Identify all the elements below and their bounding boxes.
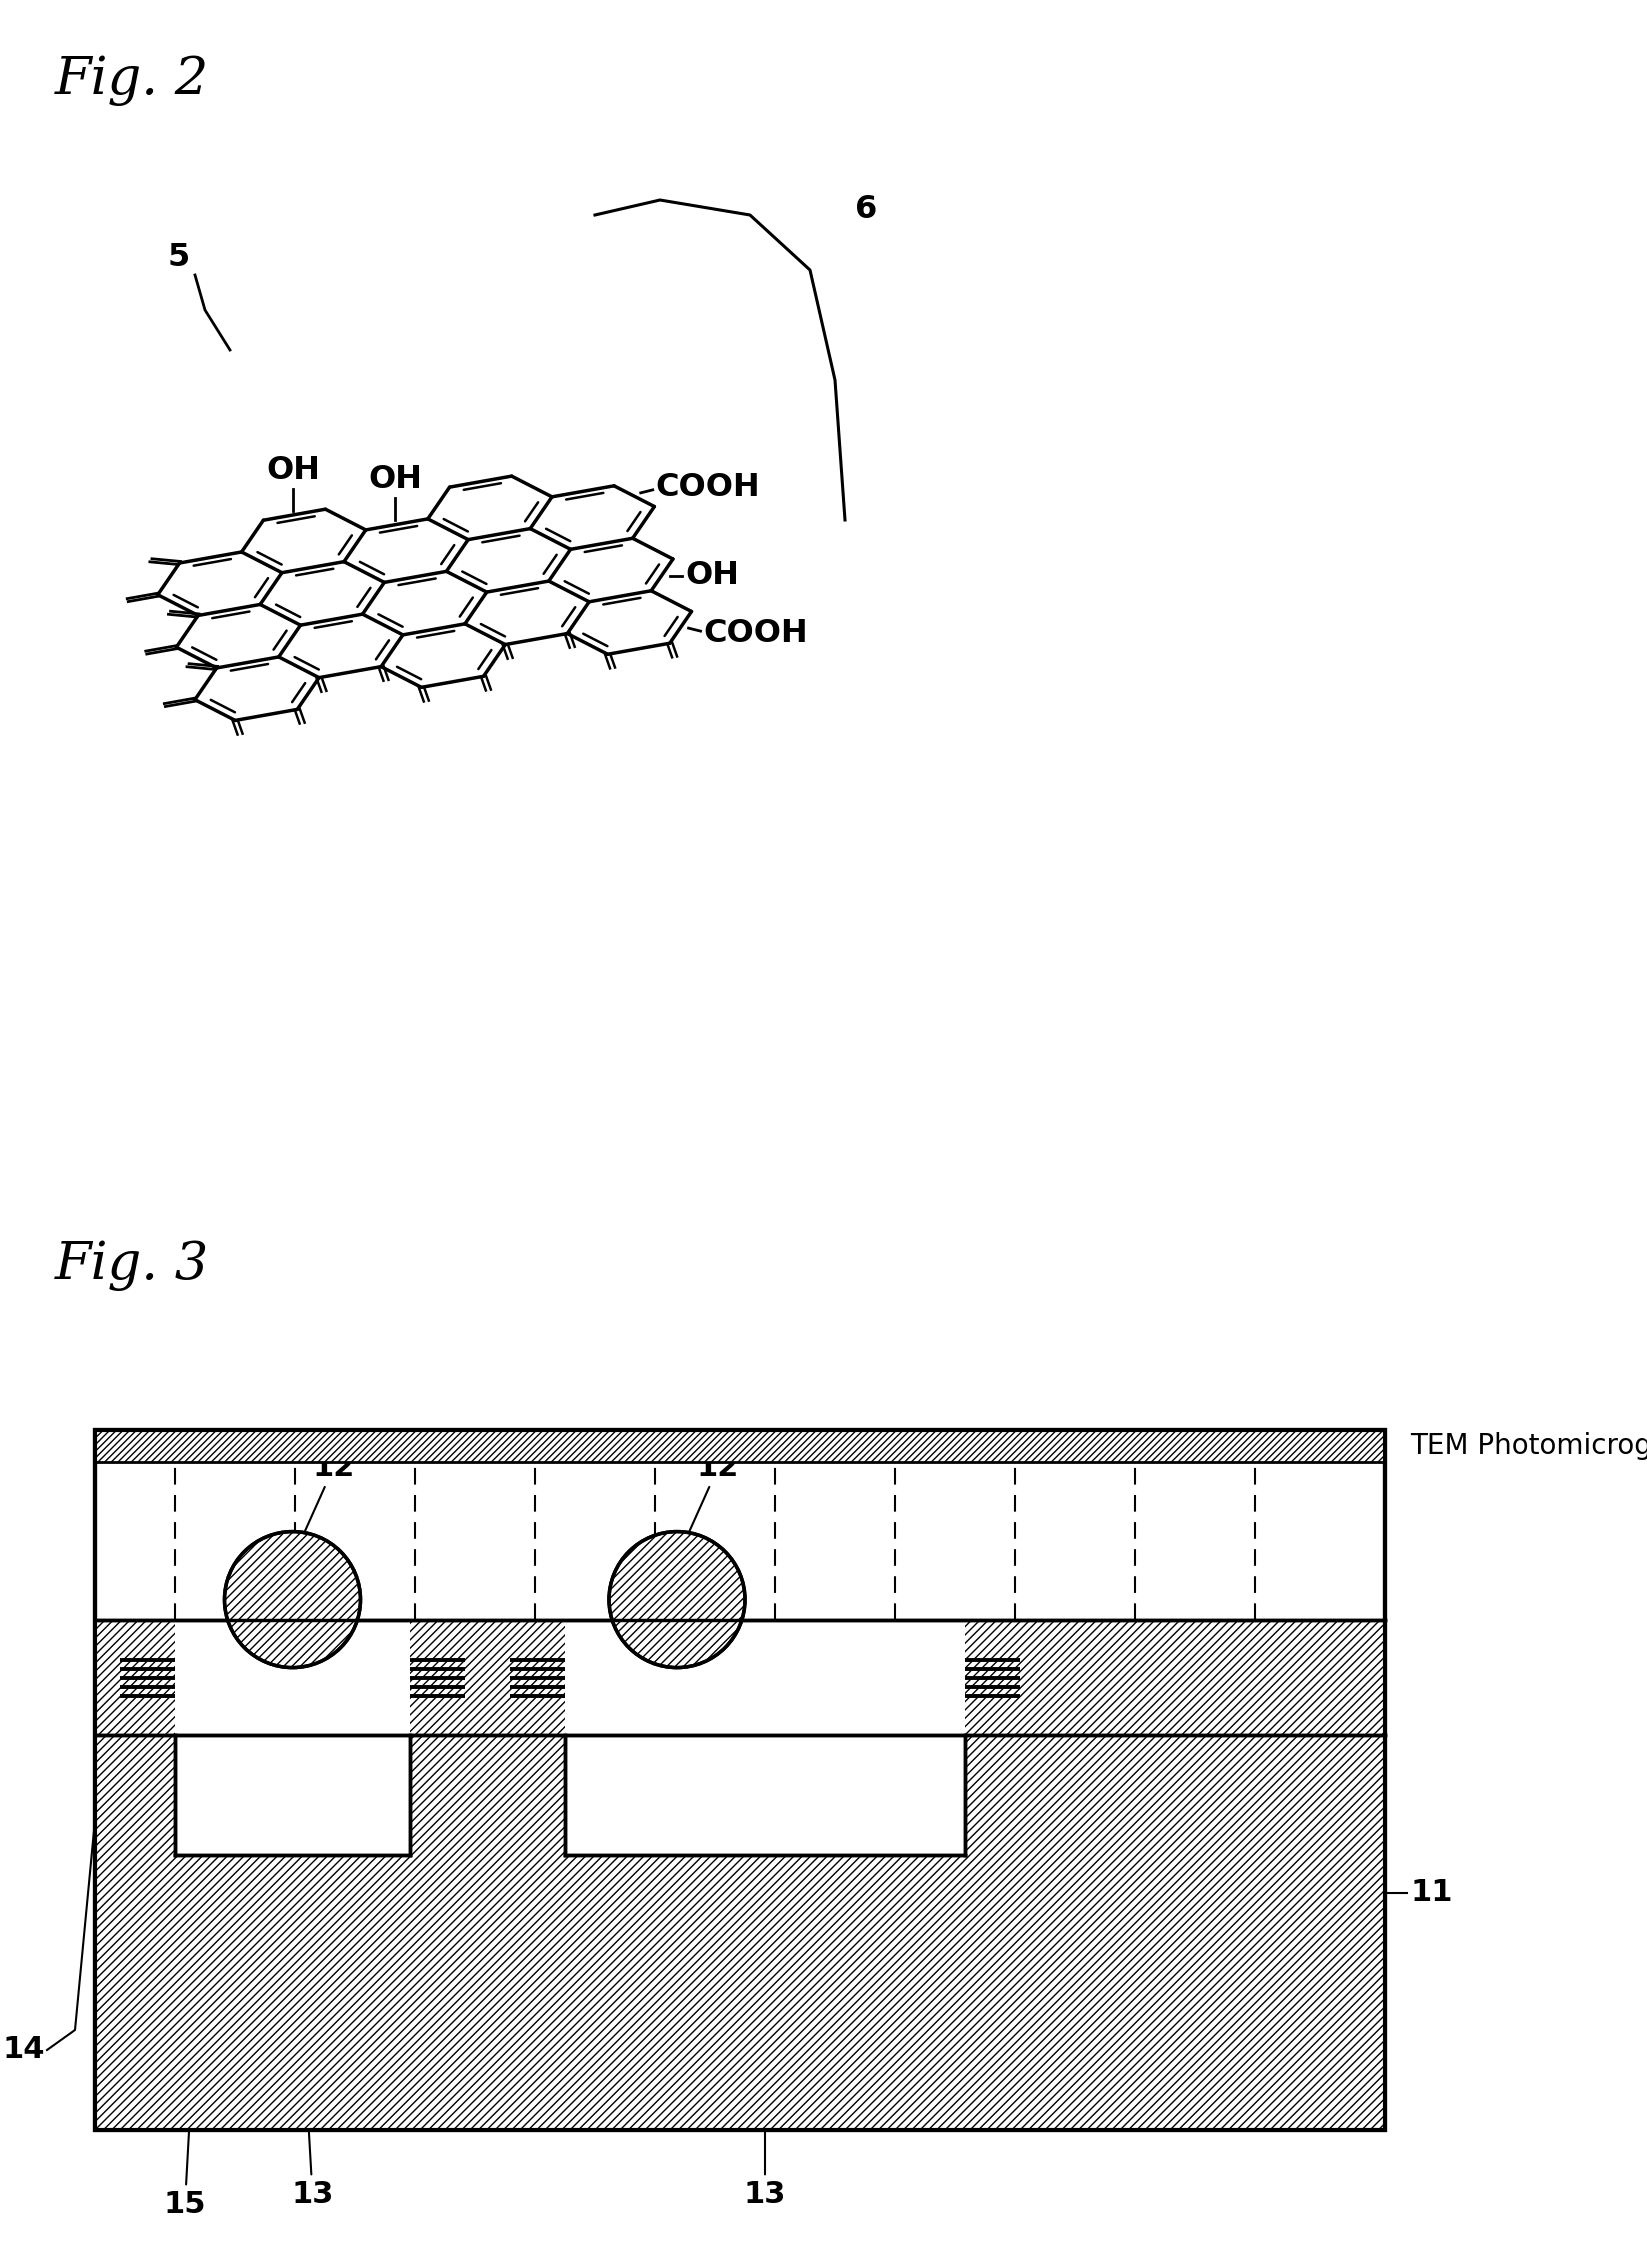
Text: 13: 13 (292, 1847, 334, 2209)
Bar (565, 1736, 965, 1856)
Bar (175, 1620, 410, 1736)
Text: 12: 12 (303, 1453, 354, 1534)
Bar (96, 1620, 1385, 1736)
Bar (96, 1430, 1385, 2130)
Circle shape (224, 1532, 361, 1668)
Text: 11: 11 (1410, 1879, 1453, 1908)
Text: 12: 12 (688, 1453, 740, 1534)
Text: 6: 6 (855, 195, 878, 227)
Text: Fig. 3: Fig. 3 (54, 1240, 209, 1292)
Bar (96, 1430, 1385, 1462)
Text: COOH: COOH (656, 471, 761, 503)
Text: 14: 14 (3, 2035, 44, 2064)
Text: TEM Photomicrograph: TEM Photomicrograph (1410, 1432, 1647, 1459)
Bar (96, 1430, 1385, 2130)
Bar (175, 1736, 410, 1856)
Text: OH: OH (265, 455, 320, 485)
Text: OH: OH (369, 465, 422, 496)
Text: 13: 13 (744, 1847, 786, 2209)
Text: COOH: COOH (703, 619, 809, 648)
Bar (96, 1736, 1385, 2130)
Bar (565, 1620, 965, 1736)
Text: Fig. 2: Fig. 2 (54, 54, 209, 107)
Circle shape (609, 1532, 744, 1668)
Text: 5: 5 (168, 242, 191, 274)
Text: OH: OH (685, 560, 740, 591)
Text: 15: 15 (163, 1842, 206, 2218)
